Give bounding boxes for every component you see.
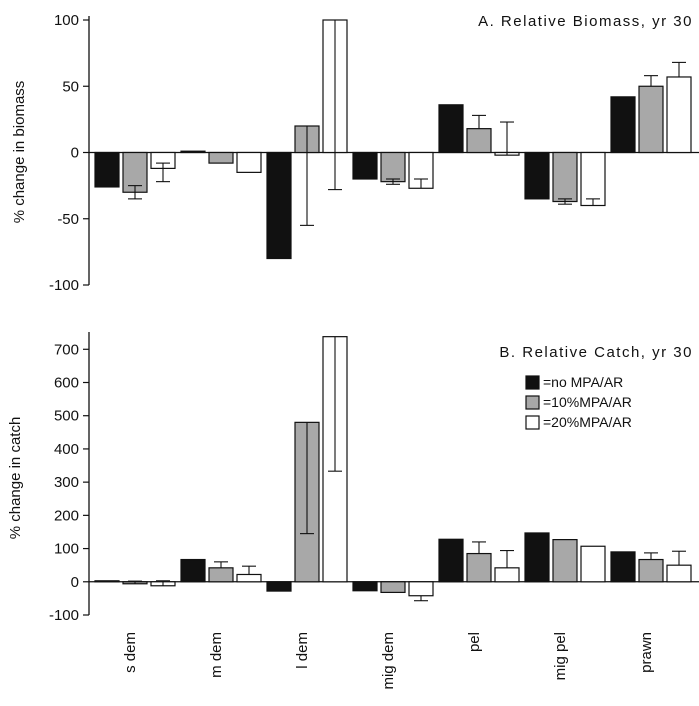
panel-a-bar [236,151,262,173]
panel-a-bar [666,76,692,154]
panel-b-bar [94,580,120,583]
x-category-label: pel [466,632,483,652]
panel-b-y-tick-label: -100 [49,607,79,624]
panel-a-bar [466,128,492,154]
legend-label: =no MPA/AR [543,374,623,390]
panel-b-bar [466,552,492,583]
legend-swatch [525,415,540,430]
panel-a-bar [380,151,406,183]
panel-a-bar [180,150,206,154]
panel-a-y-tick-label: 100 [54,12,79,29]
panel-b-bar [266,581,292,592]
panel-b-y-tick-label: 200 [54,507,79,524]
panel-b-bar [208,567,234,583]
panel-b-y-axis-title: % change in catch [7,417,24,540]
panel-a-bar [552,151,578,203]
panel-a-bar [524,151,550,200]
panel-b-bar [352,581,378,592]
panel-a-y-tick-label: 0 [71,145,79,162]
panel-b-title: B. Relative Catch, yr 30 [499,344,693,361]
panel-a-bar [638,85,664,154]
x-category-label: m dem [208,632,225,678]
panel-b-bar [610,551,636,583]
panel-b-y-tick-label: 100 [54,541,79,558]
panel-b-bar [408,581,434,597]
panel-b-bar [180,558,206,583]
panel-b-bar [524,532,550,583]
panel-a-bar [610,96,636,154]
panel-a-y-axis-title: % change in biomass [11,81,28,224]
x-category-label: prawn [638,632,655,673]
panel-a-bar [266,151,292,260]
panel-a-bar [94,151,120,188]
panel-a-bar [438,104,464,154]
panel-b-bar [638,558,664,583]
legend-label: =10%MPA/AR [543,394,632,410]
panel-b-bar [438,538,464,583]
panel-a-title: A. Relative Biomass, yr 30 [478,13,693,30]
panel-a-bar [352,151,378,180]
panel-b-y-tick-label: 500 [54,408,79,425]
panel-a-y-tick-label: -100 [49,277,79,294]
panel-b-y-tick-label: 700 [54,341,79,358]
legend-swatch [525,395,540,410]
legend-swatch [525,375,540,390]
panel-b-bar [236,573,262,583]
panel-b-bar [580,545,606,583]
panel-a-y-tick-label: 50 [62,78,79,95]
legend-label: =20%MPA/AR [543,414,632,430]
x-category-label: l dem [294,632,311,669]
panel-b-y-tick-label: 0 [71,574,79,591]
panel-b-bar [552,539,578,583]
panel-a-bar [580,151,606,207]
panel-b-bar [494,567,520,583]
panel-b-y-tick-label: 600 [54,375,79,392]
panel-b-y-tick-label: 300 [54,474,79,491]
panel-b-y-tick-label: 400 [54,441,79,458]
x-category-label: s dem [122,632,139,673]
panel-a-bar [208,151,234,164]
x-category-label: mig dem [380,632,397,690]
panel-b-bar [380,581,406,594]
panel-b-bar [666,564,692,583]
x-category-label: mig pel [552,632,569,680]
panel-a-y-tick-label: -50 [57,211,79,228]
